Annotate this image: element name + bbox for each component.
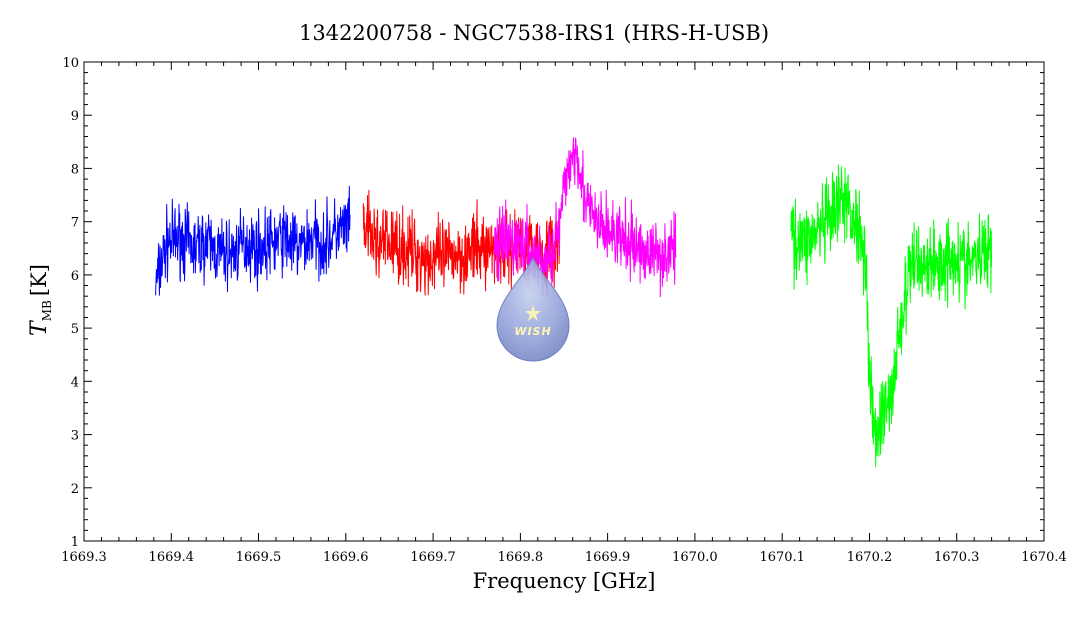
x-tick-label: 1670.0	[672, 550, 718, 565]
series-line-3	[493, 137, 677, 298]
y-axis-label-unit: [K]	[27, 264, 51, 296]
x-axis-label: Frequency [GHz]	[473, 569, 656, 593]
wish-logo: WISH	[496, 256, 570, 362]
x-tick-label: 1669.6	[323, 550, 369, 565]
y-tick-labels: 1 2 3 4 5 6 7 8 9 10	[62, 56, 79, 550]
x-tick-label: 1669.7	[410, 550, 456, 565]
x-tick-label: 1670.3	[934, 550, 980, 565]
y-tick-label: 5	[71, 322, 79, 337]
x-tick-labels: 1669.3 1669.4 1669.5 1669.6 1669.7 1669.8 1669…	[61, 550, 1067, 565]
y-axis-label-symbol: T	[27, 319, 52, 336]
y-axis-label: TMB [K]	[27, 264, 54, 336]
x-tick-label: 1670.4	[1021, 550, 1067, 565]
series-line-4	[790, 164, 993, 468]
y-tick-label: 1	[71, 535, 79, 550]
y-tick-label: 4	[71, 375, 79, 390]
x-tick-label: 1669.8	[498, 550, 544, 565]
x-tick-label: 1669.5	[236, 550, 282, 565]
x-tick-label: 1669.3	[61, 550, 107, 565]
y-tick-label: 7	[71, 216, 79, 231]
plot-frame	[83, 61, 1045, 542]
y-tick-label: 2	[71, 482, 79, 497]
y-tick-label: 8	[71, 162, 79, 177]
ticks-layer	[83, 61, 1045, 542]
y-tick-label: 6	[71, 269, 79, 284]
x-tick-label: 1670.2	[847, 550, 893, 565]
y-tick-label: 10	[62, 56, 79, 71]
y-tick-label: 3	[71, 429, 79, 444]
series-line-1	[155, 185, 351, 296]
x-tick-label: 1669.9	[585, 550, 631, 565]
chart-title: 1342200758 - NGC7538-IRS1 (HRS-H-USB)	[299, 21, 769, 45]
x-tick-label: 1670.1	[759, 550, 805, 565]
series-line-2	[362, 189, 560, 296]
series-layer	[155, 137, 993, 468]
star-icon	[525, 305, 541, 321]
x-tick-label: 1669.4	[149, 550, 195, 565]
wish-logo-text: WISH	[514, 325, 551, 338]
y-tick-label: 9	[71, 109, 79, 124]
y-axis-label-subscript: MB	[40, 300, 54, 321]
